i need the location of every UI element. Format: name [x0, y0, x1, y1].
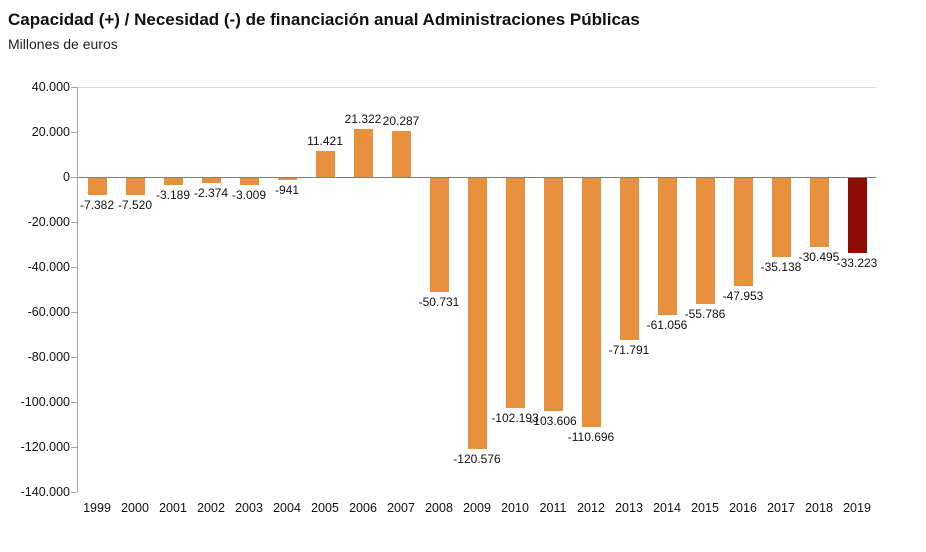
- bar: [506, 178, 525, 408]
- bar-value-label: -103.606: [529, 414, 577, 428]
- bar: [88, 178, 107, 195]
- y-tick-mark: [71, 357, 77, 358]
- x-tick-label: 2005: [311, 501, 339, 515]
- x-tick-label: 2019: [843, 501, 871, 515]
- y-tick-label: -80.000: [27, 350, 70, 364]
- bar-value-label: -47.953: [722, 289, 764, 303]
- bar-value-label: 21.322: [344, 112, 382, 126]
- bar-value-label: 11.421: [307, 134, 343, 148]
- y-tick-mark: [71, 177, 77, 178]
- x-tick-label: 2002: [197, 501, 225, 515]
- y-tick-label: -20.000: [27, 215, 70, 229]
- y-tick-mark: [71, 312, 77, 313]
- x-tick-label: 2017: [767, 501, 795, 515]
- bar: [468, 178, 487, 449]
- bar: [126, 178, 145, 195]
- bar-value-label: -50.731: [418, 295, 460, 309]
- bar: [202, 178, 221, 183]
- bar-value-label: 20.287: [382, 114, 420, 128]
- bar: [658, 178, 677, 315]
- y-tick-label: 0: [63, 170, 70, 184]
- bar: [772, 178, 791, 257]
- y-axis-line: [77, 87, 78, 492]
- x-tick-label: 2018: [805, 501, 833, 515]
- x-tick-label: 2004: [273, 501, 301, 515]
- bar-value-label: -71.791: [608, 343, 650, 357]
- plot-top-border: [78, 87, 876, 88]
- y-tick-label: 20.000: [31, 125, 70, 139]
- bar-value-label: -33.223: [836, 256, 878, 270]
- x-tick-label: 2001: [159, 501, 187, 515]
- bar: [430, 178, 449, 292]
- bar: [354, 129, 373, 177]
- x-tick-label: 2009: [463, 501, 491, 515]
- x-tick-label: 2003: [235, 501, 263, 515]
- bar-value-label: -110.696: [567, 430, 615, 444]
- y-tick-label: -140.000: [20, 485, 70, 499]
- bar-value-label: -3.189: [155, 188, 191, 202]
- x-tick-label: 2006: [349, 501, 377, 515]
- y-tick-label: 40.000: [31, 80, 70, 94]
- y-tick-label: -100.000: [20, 395, 70, 409]
- y-tick-mark: [71, 222, 77, 223]
- y-tick-mark: [71, 402, 77, 403]
- bar: [810, 178, 829, 247]
- y-tick-label: -120.000: [20, 440, 70, 454]
- bar: [696, 178, 715, 304]
- x-tick-label: 2016: [729, 501, 757, 515]
- zero-axis-line: [78, 177, 876, 178]
- x-tick-label: 2007: [387, 501, 415, 515]
- chart-title: Capacidad (+) / Necesidad (-) de financi…: [8, 10, 640, 29]
- y-tick-mark: [71, 267, 77, 268]
- y-tick-mark: [71, 447, 77, 448]
- bar-value-label: -30.495: [798, 250, 840, 264]
- y-tick-mark: [71, 87, 77, 88]
- bar-value-label: -61.056: [646, 318, 688, 332]
- bar: [582, 178, 601, 427]
- bar: [316, 151, 335, 177]
- x-tick-label: 1999: [83, 501, 111, 515]
- x-tick-label: 2010: [501, 501, 529, 515]
- y-tick-mark: [71, 492, 77, 493]
- bar: [392, 131, 411, 177]
- bar: [620, 178, 639, 340]
- x-tick-label: 2011: [539, 501, 567, 515]
- chart-subtitle: Millones de euros: [8, 36, 118, 52]
- x-tick-label: 2013: [615, 501, 643, 515]
- bar-value-label: -55.786: [684, 307, 726, 321]
- bar: [848, 178, 867, 253]
- bar: [164, 178, 183, 185]
- bar: [240, 178, 259, 185]
- x-tick-label: 2008: [425, 501, 453, 515]
- x-tick-label: 2014: [653, 501, 681, 515]
- bar-value-label: -35.138: [760, 260, 802, 274]
- x-tick-label: 2015: [691, 501, 719, 515]
- bar-value-label: -3.009: [231, 188, 267, 202]
- bar-value-label: -102.193: [491, 411, 539, 425]
- bar: [278, 178, 297, 180]
- x-tick-label: 2000: [121, 501, 149, 515]
- y-tick-label: -60.000: [27, 305, 70, 319]
- bar-value-label: -941: [274, 183, 300, 197]
- bar-value-label: -120.576: [453, 452, 501, 466]
- bar-value-label: -7.382: [79, 198, 115, 212]
- bar: [734, 178, 753, 286]
- x-tick-label: 2012: [577, 501, 605, 515]
- bar: [544, 178, 563, 411]
- bar-value-label: -2.374: [193, 186, 229, 200]
- y-tick-mark: [71, 132, 77, 133]
- bar-value-label: -7.520: [117, 198, 153, 212]
- y-tick-label: -40.000: [27, 260, 70, 274]
